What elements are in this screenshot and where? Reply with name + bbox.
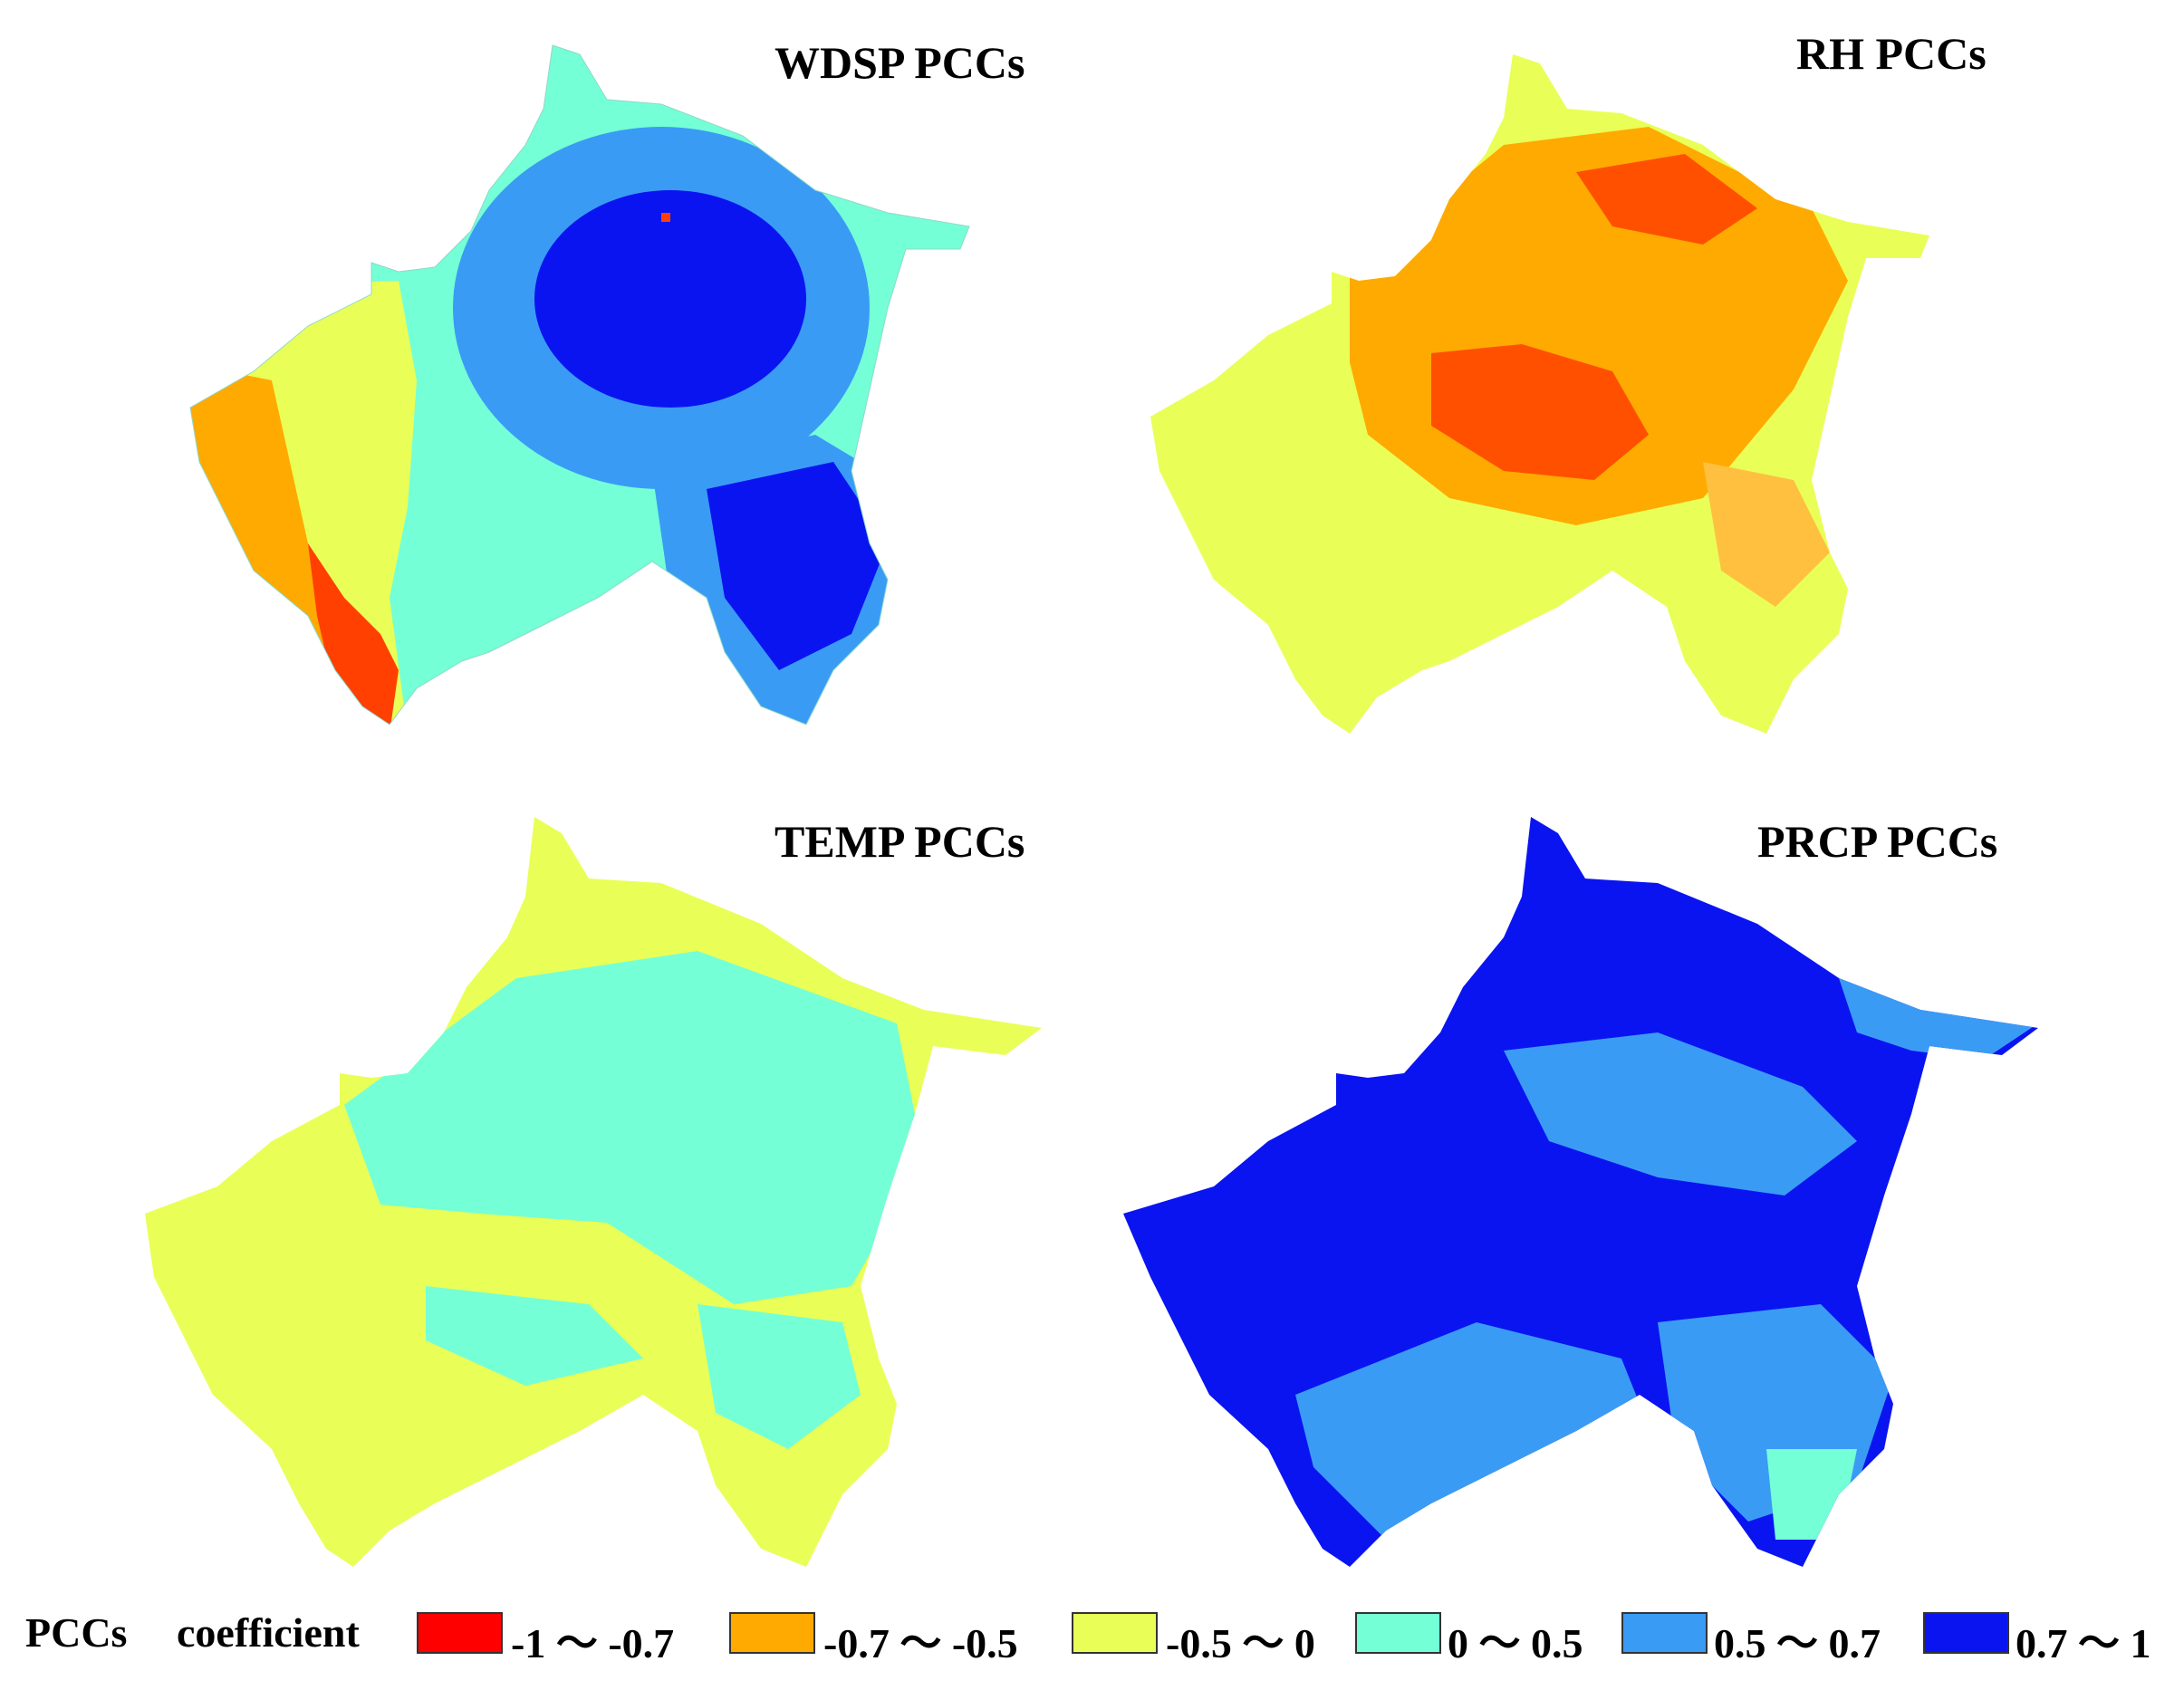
legend-swatch: [417, 1612, 503, 1654]
map-panel-wdsp: WDSP PCCs: [181, 36, 1025, 734]
legend-label: 0 ～ 0.5: [1448, 1620, 1583, 1666]
temp-region-map: [145, 817, 1042, 1567]
legend-swatch: [1072, 1612, 1158, 1654]
map-panel-prcp: PRCP PCCs: [1114, 815, 2038, 1567]
map-panel-rh: RH PCCs: [1150, 27, 1987, 734]
legend-title-coefficient: coefficient: [177, 1609, 360, 1656]
prcp-region-map: [1123, 817, 2038, 1567]
legend-label: -1 ～ -0.7: [511, 1620, 675, 1666]
legend-label: -0.5 ～ 0: [1166, 1620, 1315, 1666]
legend-label: -0.7 ～ -0.5: [823, 1620, 1018, 1666]
panel-title-wdsp: WDSP PCCs: [775, 37, 1025, 88]
rh-region-map: [1150, 54, 1929, 734]
legend-swatch: [1355, 1612, 1441, 1654]
legend-swatch: [1923, 1612, 2009, 1654]
legend-swatch: [1621, 1612, 1708, 1654]
panel-title-prcp: PRCP PCCs: [1757, 816, 1998, 867]
map-panel-temp: TEMP PCCs: [136, 815, 1042, 1567]
panel-title-rh: RH PCCs: [1796, 28, 1987, 79]
legend-swatch: [729, 1612, 815, 1654]
legend-title-pccs: PCCs: [25, 1609, 128, 1656]
panel-title-temp: TEMP PCCs: [775, 816, 1025, 867]
wdsp-region-map: [189, 44, 970, 725]
legend: PCCs coefficient -1 ～ -0.7 -0.7 ～ -0.5 -…: [0, 1603, 2184, 1685]
legend-label: 0.5 ～ 0.7: [1714, 1620, 1881, 1666]
legend-label: 0.7 ～ 1: [2016, 1620, 2151, 1666]
